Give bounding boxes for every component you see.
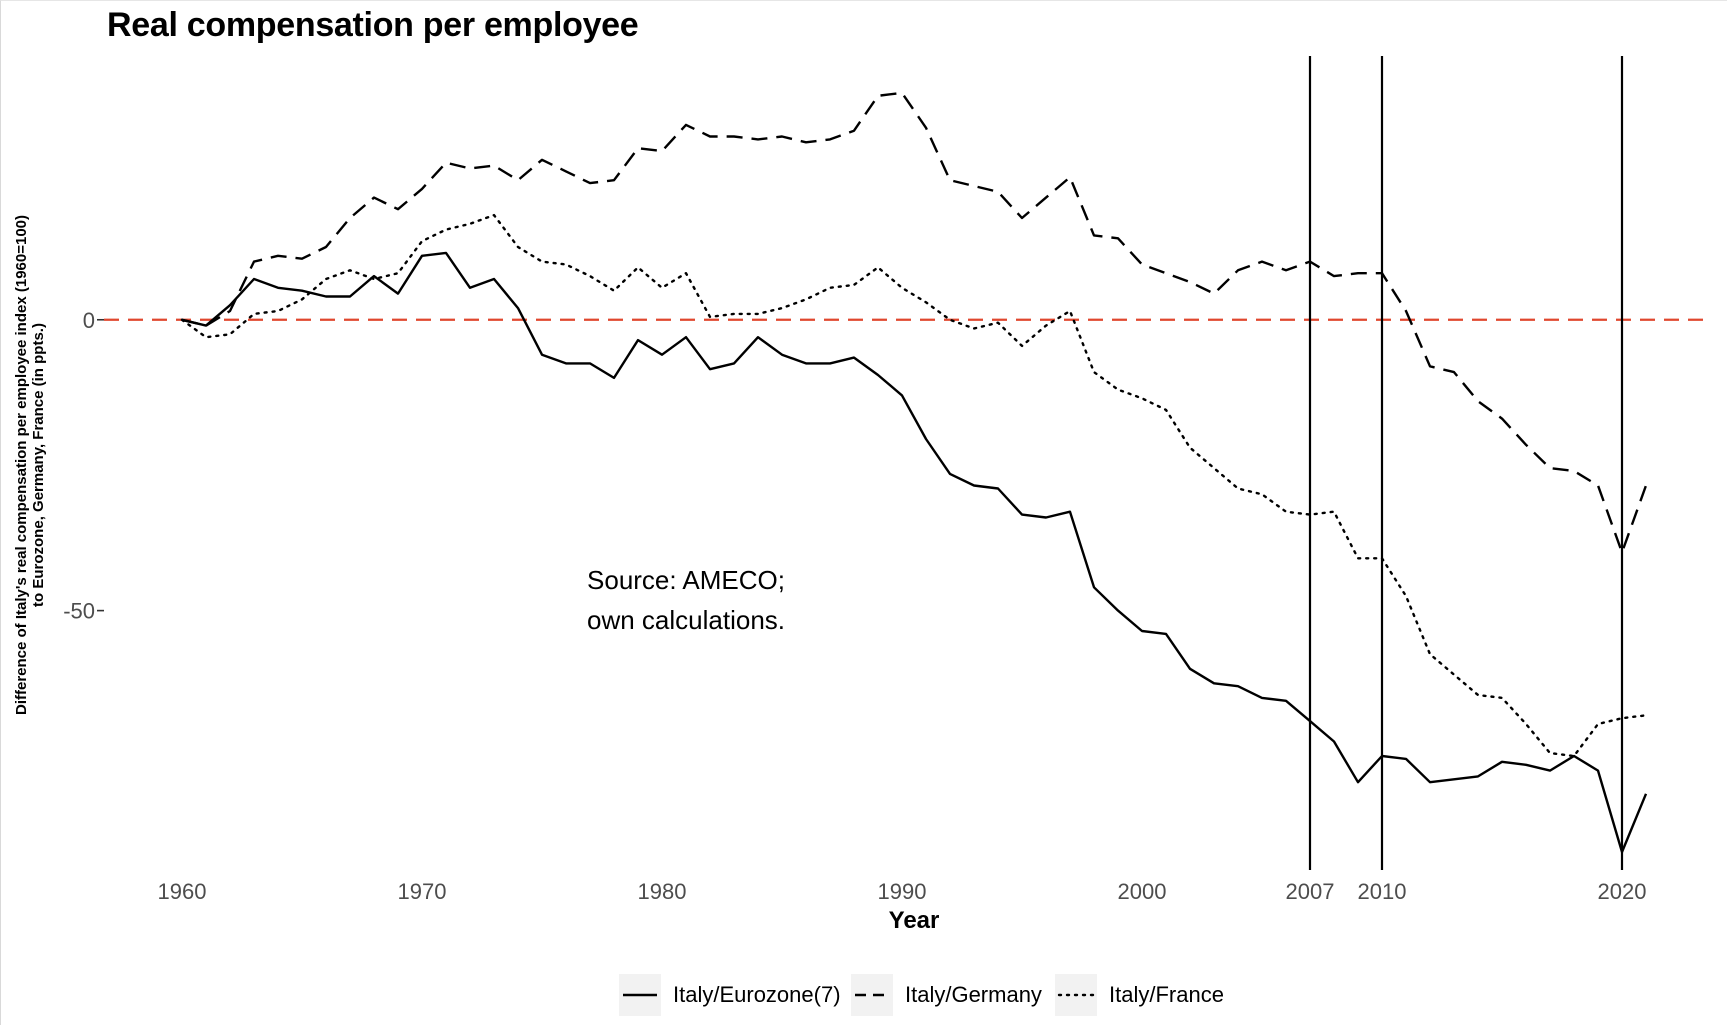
x-tick-label: 1970 bbox=[398, 879, 447, 904]
series-line-italy-france bbox=[180, 213, 1648, 758]
event-vertical-lines bbox=[1308, 56, 1624, 870]
y-tick-label: -50 bbox=[63, 599, 95, 624]
x-tick-label: 2010 bbox=[1358, 879, 1407, 904]
y-axis: 0 -50 bbox=[63, 308, 104, 624]
x-tick-label: 1990 bbox=[878, 879, 927, 904]
x-tick-label: 1960 bbox=[158, 879, 207, 904]
legend-label: Italy/Germany bbox=[905, 982, 1042, 1007]
chart-title: Real compensation per employee bbox=[107, 6, 639, 44]
legend-label: Italy/Eurozone(7) bbox=[673, 982, 841, 1007]
legend-item: Italy/Eurozone(7) bbox=[619, 974, 841, 1016]
x-tick-label: 2000 bbox=[1118, 879, 1167, 904]
axis-titles: Year Difference of Italy's real compensat… bbox=[13, 215, 939, 934]
annotation-line: own calculations. bbox=[587, 605, 785, 635]
legend-item: Italy/France bbox=[1055, 974, 1224, 1016]
y-axis-title-line-2: to Eurozone, Germany, France (in ppts.) bbox=[30, 323, 47, 607]
annotation-line: Source: AMECO; bbox=[587, 565, 785, 595]
y-tick-label: 0 bbox=[83, 308, 95, 333]
x-tick-label: 2020 bbox=[1598, 879, 1647, 904]
legend-item: Italy/Germany bbox=[851, 974, 1042, 1016]
series-line-italy-eurozone-7- bbox=[181, 251, 1648, 854]
source-annotation: Source: AMECO; own calculations. bbox=[587, 565, 785, 635]
legend-label: Italy/France bbox=[1109, 982, 1224, 1007]
legend: Italy/Eurozone(7) Italy/Germany Italy/Fran… bbox=[619, 974, 1224, 1016]
series-line-italy-germany bbox=[181, 91, 1648, 554]
x-tick-label: 2007 bbox=[1286, 879, 1335, 904]
y-axis-title-line-1: Difference of Italy's real compensation … bbox=[13, 215, 30, 715]
x-axis: 1960 1970 1980 1990 2000 2007 2010 2020 bbox=[158, 879, 1647, 904]
x-axis-title: Year bbox=[889, 907, 940, 934]
series-lines bbox=[180, 91, 1648, 854]
x-tick-label: 1980 bbox=[638, 879, 687, 904]
